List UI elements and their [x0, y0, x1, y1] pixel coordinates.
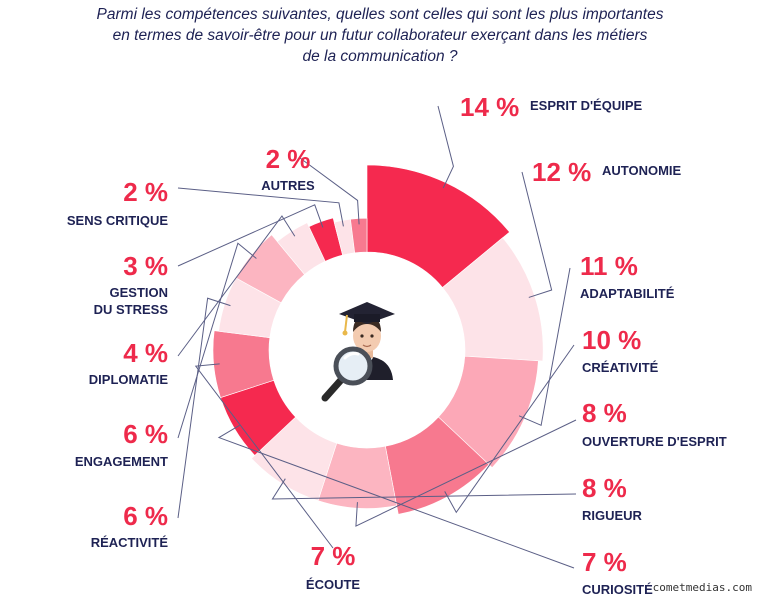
- value-label: 7 %: [311, 541, 356, 571]
- value-label: 10 %: [582, 325, 641, 355]
- category-label: AUTONOMIE: [602, 163, 682, 178]
- category-label: DIPLOMATIE: [89, 372, 169, 387]
- leader-line: [177, 297, 231, 519]
- leader-line: [518, 267, 571, 427]
- value-label: 4 %: [123, 338, 168, 368]
- category-label: RIGUEUR: [582, 508, 643, 523]
- category-label: ADAPTABILITÉ: [580, 286, 675, 301]
- chart-leader-lines: [177, 105, 577, 569]
- chart-segments: [212, 164, 544, 515]
- leader-line: [444, 344, 575, 514]
- value-label: 7 %: [582, 547, 627, 577]
- watermark: cometmedias.com: [652, 581, 752, 594]
- donut-segment: [350, 217, 368, 254]
- value-label: 8 %: [582, 473, 627, 503]
- value-label: 11 %: [580, 251, 638, 281]
- donut-segment: [442, 237, 544, 362]
- leader-line: [177, 215, 296, 357]
- chart-title: Parmi les compétences suivantes, quelles…: [40, 4, 720, 67]
- value-label: 12 %: [532, 157, 591, 187]
- title-line-3: de la communication ?: [302, 48, 458, 65]
- leader-line: [299, 157, 360, 225]
- leader-line: [521, 171, 553, 298]
- value-label: 6 %: [123, 501, 168, 531]
- donut-segment: [385, 416, 490, 515]
- leader-line: [194, 363, 334, 549]
- category-label: ÉCOUTE: [306, 577, 361, 592]
- leader-line: [177, 204, 324, 267]
- value-label: 6 %: [123, 419, 168, 449]
- donut-segment: [366, 164, 510, 288]
- donut-segment: [438, 355, 539, 468]
- leader-line: [217, 424, 575, 569]
- chart-labels: 14 % ESPRIT D'ÉQUIPE 12 % AUTONOMIE 11 % ADAP…: [67, 92, 727, 597]
- category-label: GESTION: [109, 285, 168, 300]
- leader-line: [355, 419, 577, 527]
- graduate-with-magnifier-icon: [321, 302, 395, 402]
- category-label: ENGAGEMENT: [75, 454, 168, 469]
- value-label: 14 %: [460, 92, 519, 122]
- category-label: CURIOSITÉ: [582, 582, 653, 597]
- category-label: AUTRES: [261, 178, 315, 193]
- category-label: SENS CRITIQUE: [67, 213, 168, 228]
- value-label: 8 %: [582, 398, 627, 428]
- donut-segment: [251, 416, 338, 502]
- leader-line: [437, 105, 454, 189]
- leader-line: [177, 242, 257, 439]
- title-line-2: en termes de savoir-être pour un futur c…: [112, 27, 648, 44]
- leader-line: [271, 478, 577, 500]
- category-label: RÉACTIVITÉ: [91, 535, 169, 550]
- category-label: DU STRESS: [94, 302, 169, 317]
- category-label: ESPRIT D'ÉQUIPE: [530, 98, 642, 113]
- value-label: 3 %: [123, 251, 168, 281]
- leader-line: [177, 187, 344, 227]
- value-label: 2 %: [123, 177, 168, 207]
- category-label: OUVERTURE D'ESPRIT: [582, 434, 727, 449]
- value-label: 2 %: [266, 144, 311, 174]
- title-line-1: Parmi les compétences suivantes, quelles…: [96, 6, 664, 23]
- category-label: CRÉATIVITÉ: [582, 360, 659, 375]
